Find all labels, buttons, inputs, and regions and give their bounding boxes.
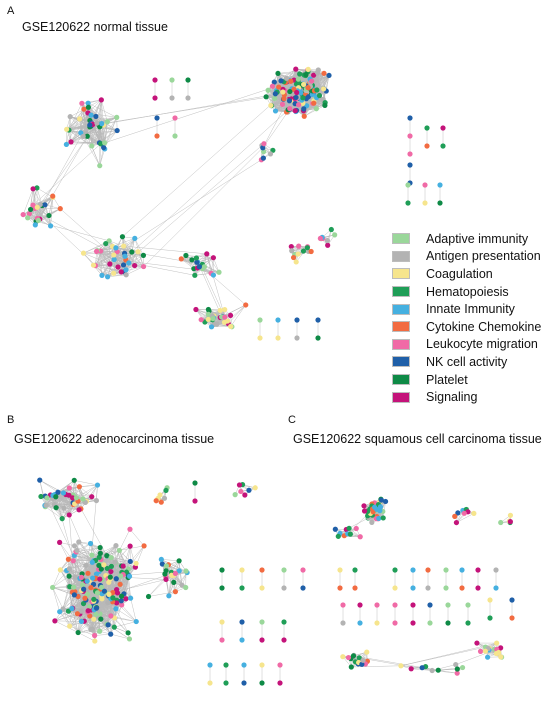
network-edge [93,246,113,266]
network-edge [83,252,110,265]
network-edge [104,121,108,143]
network-edge [97,250,108,277]
network-edge [105,243,111,265]
network-edge [194,272,220,276]
network-edge [308,69,324,90]
panel-b-title: GSE120622 adenocarcinoma tissue [14,432,215,446]
network-edge [101,99,108,122]
network-edge [126,266,144,276]
network-edge [265,96,289,110]
network-edge [326,75,330,92]
network-edge [134,238,144,256]
network-edge [68,103,83,131]
network-edge [81,99,102,104]
network-edge [137,251,144,267]
panel-a-title: GSE120622 normal tissue [22,20,168,34]
network-edge [96,251,110,265]
network-edge [50,196,53,226]
network-edge [124,253,144,267]
network-edge [124,238,135,254]
network-edge [66,129,92,147]
network-edge [83,136,100,166]
network-edge [66,112,89,130]
network-edge [319,75,330,96]
network-edge [107,274,127,278]
network-edge [202,268,220,273]
network-edge [101,99,104,126]
network-edge [206,253,220,273]
network-edge [83,243,106,254]
panel-a-letter: A [7,5,15,17]
network-edge [99,143,102,166]
network-edge [91,123,98,147]
network-edge [96,99,102,124]
network-edge [317,72,325,89]
network-edge [103,125,105,143]
network-edge [38,196,53,221]
network-edge [87,103,108,122]
network-edge [22,188,34,215]
network-edge [115,247,139,252]
network-edge [185,255,196,276]
network-edge [32,188,38,208]
network-edge [83,252,114,256]
panel-c-title: GSE120622 squamous cell carcinoma tissue [293,432,542,446]
network-edge [181,258,195,269]
network-edge [311,75,330,82]
network-edge [104,130,118,143]
panel-c-letter: C [288,414,296,426]
network-edge [92,99,102,125]
network-edge [66,109,85,130]
network-edge [91,145,100,166]
network-edge [213,257,220,273]
network-edge [274,68,296,83]
network-edge [267,90,290,109]
network-edge [99,148,105,166]
network-edge [131,251,144,267]
network-edge [316,72,318,91]
network-edge [122,236,133,253]
network-edge [93,264,122,273]
network-edge [92,124,105,143]
panel-b-letter: B [7,414,15,426]
network-edge [304,105,326,117]
